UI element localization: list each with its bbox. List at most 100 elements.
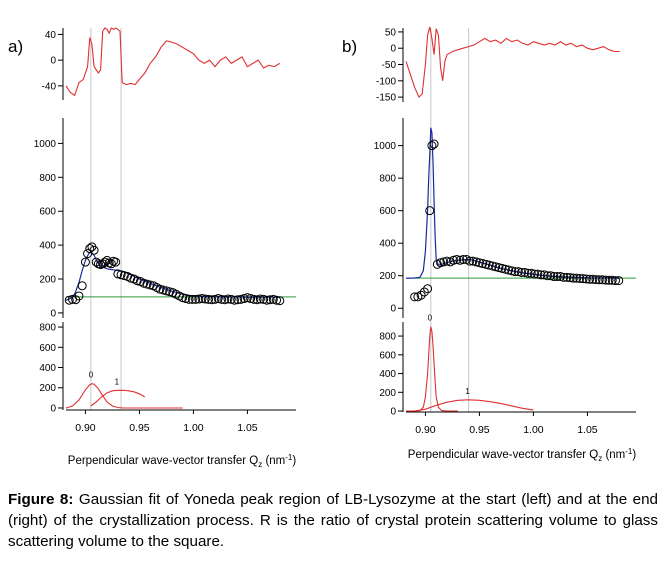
figure: a) 40 0 -40 0 200 400 600 800 1000 0 200 400 600 800 0 1… xyxy=(8,26,637,469)
component-peak-label: 0 xyxy=(89,371,94,380)
data-point xyxy=(236,294,246,304)
component-peak-label: 1 xyxy=(465,387,470,396)
x-axis-title-part: -1 xyxy=(285,453,293,462)
data-point xyxy=(191,294,201,304)
main-y-tick-label: 600 xyxy=(39,207,56,218)
data-point xyxy=(500,264,510,274)
data-point xyxy=(513,267,523,277)
x-tick-label: 1.00 xyxy=(523,424,544,436)
data-point xyxy=(142,279,152,289)
chart-panel-a: a)400-4002004006008001000020040060080001… xyxy=(8,27,297,469)
component-y-tick-label: 800 xyxy=(39,323,56,334)
data-point xyxy=(80,257,90,267)
data-point xyxy=(497,263,507,273)
caption-text: Gaussian fit of Yoneda peak region of LB… xyxy=(8,491,658,550)
x-axis-title-part: Perpendicular wave-vector transfer Q xyxy=(408,449,599,461)
data-point xyxy=(229,295,239,305)
data-point xyxy=(220,295,230,305)
data-point xyxy=(242,293,252,303)
data-point xyxy=(455,255,465,265)
data-point xyxy=(478,259,488,269)
data-point xyxy=(585,274,595,284)
data-point xyxy=(268,294,278,304)
data-point xyxy=(181,294,191,304)
data-point xyxy=(474,258,484,268)
x-tick-label: 0.95 xyxy=(469,424,490,436)
x-axis-title-part: -1 xyxy=(625,447,633,456)
data-point xyxy=(239,294,249,304)
x-tick-label: 0.95 xyxy=(129,422,150,434)
data-point xyxy=(184,294,194,304)
data-point xyxy=(213,294,223,304)
data-point xyxy=(106,259,116,269)
data-point xyxy=(262,295,272,305)
data-point xyxy=(259,294,269,304)
data-point xyxy=(100,257,110,267)
data-point xyxy=(436,258,446,268)
residual-line xyxy=(405,26,620,99)
data-point xyxy=(555,272,565,282)
data-point xyxy=(468,256,478,266)
component-y-tick-label: 600 xyxy=(39,343,56,354)
data-point xyxy=(223,294,233,304)
component-peak-1 xyxy=(414,399,534,412)
component-peak-label: 0 xyxy=(428,314,433,323)
data-point xyxy=(581,274,591,284)
data-point xyxy=(491,262,501,272)
data-point xyxy=(204,294,214,304)
data-point xyxy=(165,287,175,297)
data-point xyxy=(494,263,504,273)
main-y-tick-label: 200 xyxy=(379,271,396,282)
data-point xyxy=(610,276,620,286)
x-axis-title-part: z xyxy=(258,460,262,469)
component-y-tick-label: 200 xyxy=(379,388,396,399)
data-point xyxy=(614,276,624,286)
data-point xyxy=(139,278,149,288)
component-peak-label: 1 xyxy=(115,377,120,386)
component-y-tick-label: 200 xyxy=(39,383,56,394)
data-point xyxy=(465,256,475,266)
main-y-tick-label: 600 xyxy=(379,206,396,217)
data-point xyxy=(64,295,74,305)
panel-label: b) xyxy=(342,37,357,56)
data-point xyxy=(565,273,575,283)
data-point xyxy=(178,293,188,303)
data-point xyxy=(549,272,559,282)
figure-caption: Figure 8: Gaussian fit of Yoneda peak re… xyxy=(8,489,658,552)
data-point xyxy=(559,272,569,282)
x-axis-title: Perpendicular wave-vector transfer Qz (n… xyxy=(68,453,297,469)
data-point xyxy=(529,269,539,279)
component-y-tick-label: 800 xyxy=(379,332,396,343)
data-point xyxy=(275,296,285,306)
x-axis-title-part: ) xyxy=(632,449,636,461)
data-point xyxy=(458,254,468,264)
x-axis-title: Perpendicular wave-vector transfer Qz (n… xyxy=(408,447,637,463)
data-point xyxy=(487,261,497,271)
residual-y-tick-label: -150 xyxy=(376,93,396,104)
residual-y-tick-label: 50 xyxy=(385,27,397,38)
data-point xyxy=(132,276,142,286)
fit-line xyxy=(405,127,620,279)
data-point xyxy=(425,206,435,216)
residual-y-tick-label: 40 xyxy=(45,30,57,41)
data-point xyxy=(507,266,517,276)
residual-line xyxy=(65,27,281,97)
component-y-tick-label: 600 xyxy=(379,350,396,361)
data-point xyxy=(591,275,601,285)
main-y-tick-label: 1000 xyxy=(34,139,57,150)
main-y-tick-label: 400 xyxy=(39,241,56,252)
main-y-tick-label: 0 xyxy=(50,308,56,319)
component-y-tick-label: 0 xyxy=(50,403,56,414)
x-axis-title-part: Perpendicular wave-vector transfer Q xyxy=(68,455,259,467)
data-point xyxy=(536,270,546,280)
data-point xyxy=(533,269,543,279)
data-point xyxy=(77,281,87,291)
data-point xyxy=(89,245,99,255)
data-point xyxy=(194,294,204,304)
panel-label: a) xyxy=(8,37,23,56)
data-point xyxy=(161,286,171,296)
x-axis-title-part: z xyxy=(598,454,602,463)
data-point xyxy=(471,257,481,267)
data-point xyxy=(91,257,101,267)
main-y-tick-label: 200 xyxy=(39,275,56,286)
